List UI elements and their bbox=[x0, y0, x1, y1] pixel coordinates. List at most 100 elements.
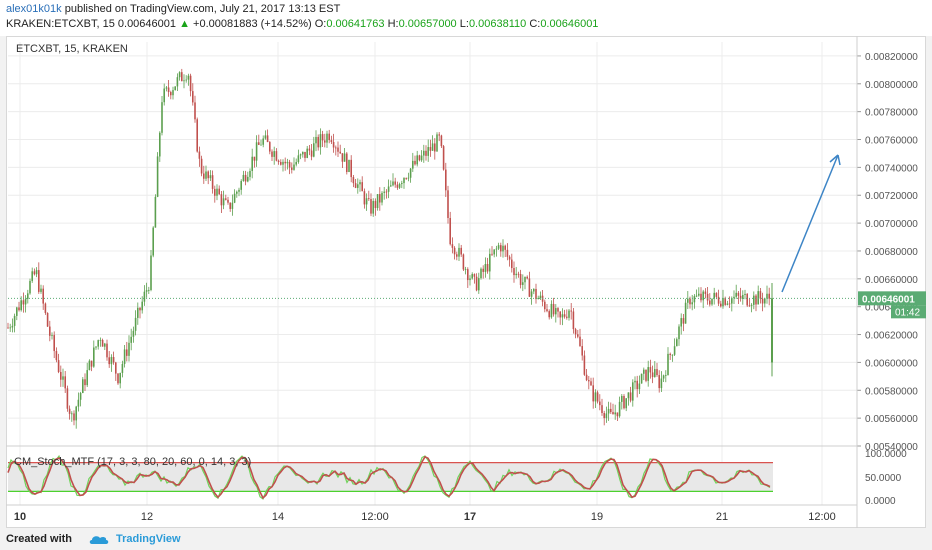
candle-body bbox=[473, 274, 476, 277]
candle-body bbox=[31, 271, 33, 281]
time-tick-label: 12:00 bbox=[808, 511, 836, 523]
candle-body bbox=[167, 87, 170, 93]
candle-body bbox=[123, 349, 126, 364]
author-link[interactable]: alex01k01k bbox=[6, 3, 62, 15]
candle-body bbox=[475, 276, 478, 291]
candle-body bbox=[726, 303, 729, 305]
candle-body bbox=[231, 202, 234, 209]
candle-body bbox=[451, 244, 454, 248]
candle-body bbox=[401, 183, 403, 185]
candle-body bbox=[20, 300, 22, 311]
close-label: C: bbox=[529, 18, 541, 30]
candle-body bbox=[555, 308, 557, 315]
candle-body bbox=[636, 380, 638, 390]
candle-body bbox=[592, 385, 594, 402]
candle-body bbox=[733, 296, 735, 299]
candle-body bbox=[698, 293, 700, 296]
candle-body bbox=[502, 245, 504, 252]
candle-body bbox=[590, 381, 592, 386]
candle-body bbox=[174, 86, 176, 91]
candle-body bbox=[280, 161, 282, 165]
candle-body bbox=[539, 295, 542, 299]
tradingview-brand-link[interactable]: TradingView bbox=[116, 533, 181, 545]
candle-body bbox=[86, 370, 88, 386]
candle-body bbox=[88, 360, 91, 371]
candle-body bbox=[607, 408, 610, 414]
candle-body bbox=[291, 167, 293, 170]
grid-lines bbox=[8, 42, 857, 505]
candle-body bbox=[755, 295, 757, 305]
candle-body bbox=[533, 288, 535, 292]
candle-body bbox=[535, 288, 537, 300]
candle-body bbox=[482, 268, 484, 272]
candle-body bbox=[196, 119, 198, 152]
candle-body bbox=[93, 347, 95, 367]
candle-body bbox=[390, 185, 392, 187]
candle-body bbox=[13, 315, 16, 326]
candle-body bbox=[700, 293, 702, 301]
candle-body bbox=[225, 198, 227, 200]
candle-body bbox=[51, 335, 53, 336]
candle-body bbox=[621, 396, 623, 402]
candle-body bbox=[229, 202, 231, 209]
candle-body bbox=[687, 298, 689, 303]
candle-body bbox=[172, 90, 174, 96]
candle-body bbox=[574, 329, 577, 335]
candle-body bbox=[95, 346, 97, 348]
candle-body bbox=[427, 147, 429, 156]
candle-body bbox=[416, 155, 418, 165]
candle-body bbox=[46, 312, 49, 327]
candle-body bbox=[515, 273, 517, 276]
candle-body bbox=[159, 132, 161, 157]
candle-body bbox=[504, 245, 506, 250]
candle-body bbox=[412, 160, 414, 169]
candle-body bbox=[242, 174, 245, 181]
arrow-head-icon bbox=[829, 154, 841, 166]
candle-body bbox=[691, 302, 693, 305]
candle-body bbox=[640, 373, 643, 384]
candle-body bbox=[304, 151, 306, 158]
candle-body bbox=[610, 408, 612, 413]
candle-body bbox=[744, 293, 746, 295]
candle-body bbox=[570, 310, 572, 312]
candle-body bbox=[350, 159, 352, 178]
candle-body bbox=[11, 325, 14, 328]
candle-body bbox=[262, 138, 264, 145]
candle-body bbox=[299, 154, 302, 156]
low-label: L: bbox=[459, 18, 469, 30]
chart-header: alex01k01k published on TradingView.com,… bbox=[0, 0, 932, 36]
candle-body bbox=[200, 158, 203, 174]
candle-body bbox=[445, 169, 447, 191]
candle-body bbox=[720, 303, 722, 307]
candle-body bbox=[339, 151, 341, 154]
candle-body bbox=[357, 184, 359, 188]
candle-body bbox=[706, 293, 709, 301]
candle-body bbox=[297, 155, 300, 163]
candle-body bbox=[332, 141, 335, 148]
high-value: 0.00657000 bbox=[398, 18, 457, 30]
candle-body bbox=[768, 293, 770, 299]
open-label: O: bbox=[314, 18, 327, 30]
candle-body bbox=[227, 199, 229, 203]
candle-body bbox=[198, 151, 201, 159]
candle-body bbox=[288, 161, 291, 168]
candle-body bbox=[660, 378, 663, 389]
candle-body bbox=[665, 375, 667, 376]
candle-body bbox=[766, 293, 768, 299]
candle-body bbox=[57, 360, 60, 372]
candle-body bbox=[746, 293, 748, 306]
candle-body bbox=[394, 181, 396, 185]
candle-body bbox=[728, 303, 731, 305]
candle-body bbox=[638, 383, 641, 390]
candle-body bbox=[90, 360, 93, 367]
candle-body bbox=[658, 375, 660, 389]
candle-body bbox=[154, 196, 157, 228]
candle-body bbox=[420, 155, 423, 161]
candle-body bbox=[392, 181, 394, 186]
candle-body bbox=[669, 353, 671, 355]
candle-body bbox=[313, 143, 315, 157]
tradingview-cloud-icon bbox=[89, 536, 109, 544]
candle-body bbox=[183, 80, 185, 82]
candle-body bbox=[530, 291, 533, 297]
